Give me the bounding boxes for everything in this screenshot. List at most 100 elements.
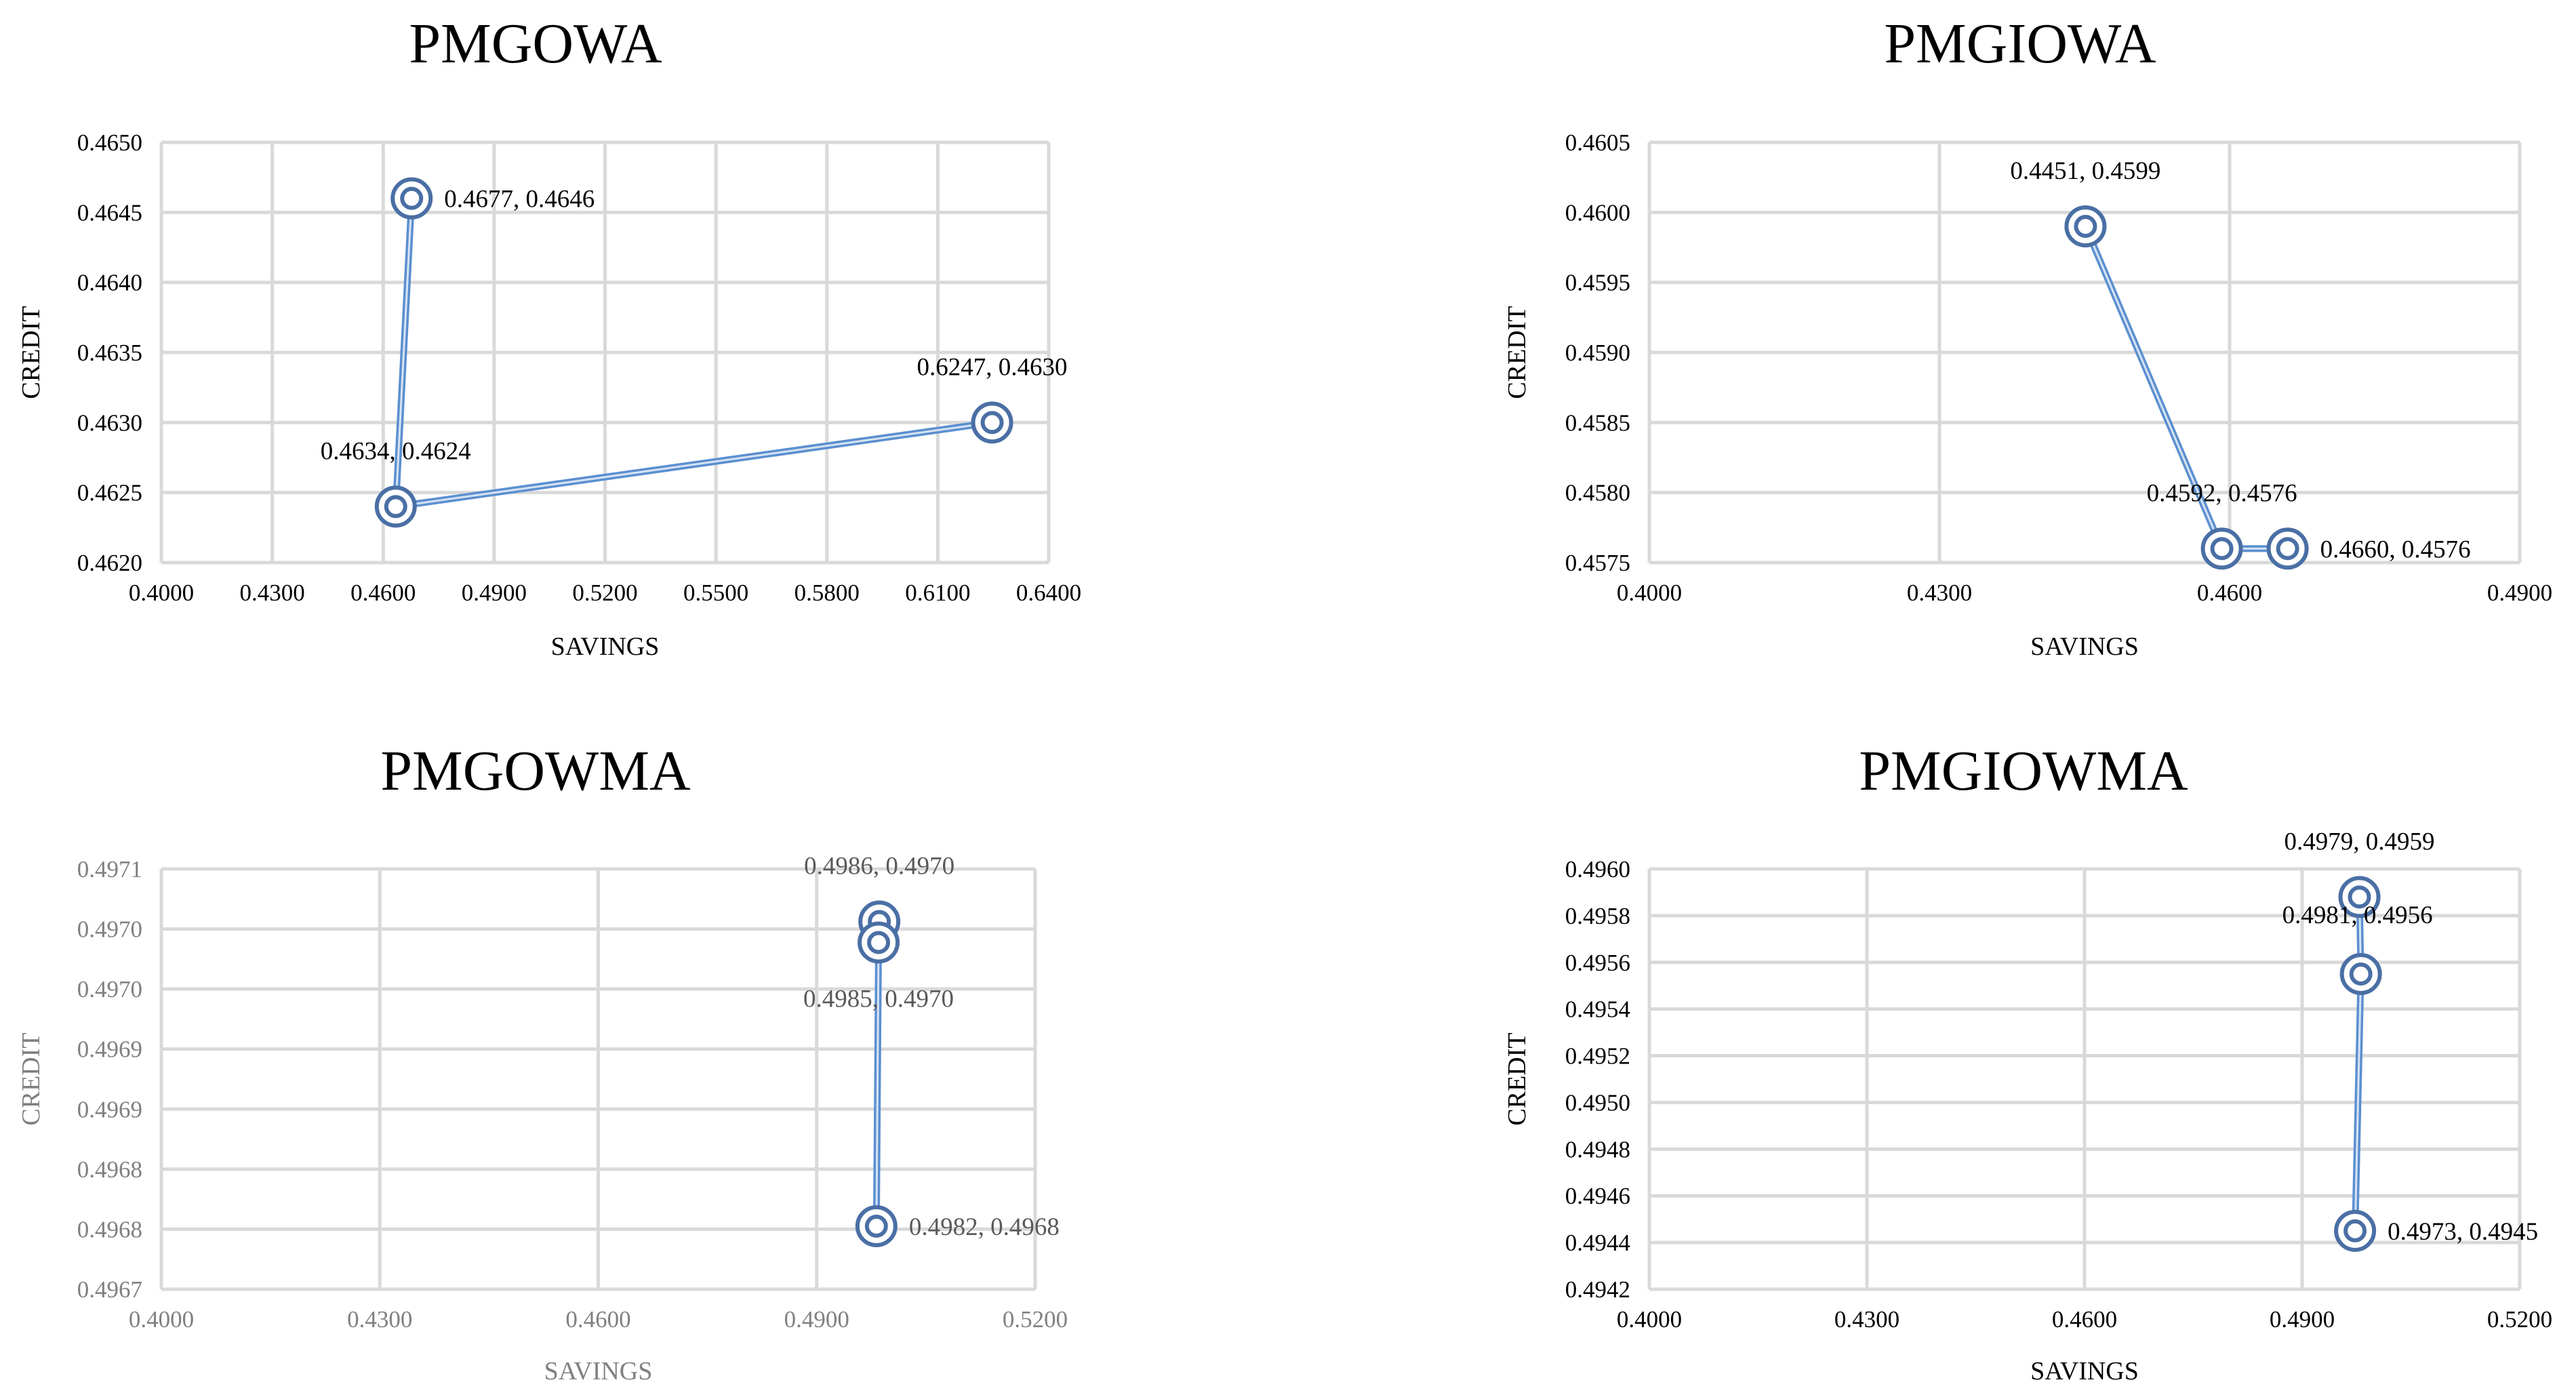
x-tick-label: 0.4300 (240, 580, 305, 606)
data-point (390, 177, 433, 220)
data-point (2200, 527, 2243, 570)
chart-pmgowa: 0.4000 0.4300 0.4600 0.4900 0.5200 0.5500 0.58… (17, 12, 1081, 661)
data-point (2064, 205, 2107, 247)
data-point (374, 485, 417, 528)
x-tick-label: 0.5200 (2487, 1306, 2552, 1333)
chart-title: PMGOWA (409, 12, 662, 75)
x-tick-label: 0.4600 (2197, 580, 2262, 606)
data-point (2266, 527, 2309, 570)
data-point-marker-inner (2349, 963, 2373, 986)
data-point-marker-inner (2074, 215, 2097, 238)
data-point-marker-inner (2348, 885, 2371, 909)
data-point-marker-inner (384, 495, 407, 519)
y-axis-label: CREDIT (17, 1032, 45, 1125)
data-point (855, 1205, 898, 1247)
data-point-marker-inner (2210, 537, 2234, 561)
x-axis-label: SAVINGS (2030, 1357, 2139, 1385)
data-point (2339, 953, 2382, 995)
data-label: 0.4677, 0.4646 (444, 186, 595, 214)
y-tick-label: 0.4645 (77, 199, 142, 226)
y-tick-label: 0.4575 (1565, 550, 1630, 576)
y-tick-label: 0.4967 (77, 1276, 142, 1303)
y-tick-label: 0.4635 (77, 340, 142, 366)
y-tick-label: 0.4948 (1565, 1136, 1630, 1162)
y-tick-label: 0.4605 (1565, 129, 1630, 156)
data-point-marker-inner (2343, 1219, 2367, 1242)
data-label: 0.4451, 0.4599 (2010, 157, 2160, 185)
y-tick-label: 0.4958 (1565, 903, 1630, 929)
data-label: 0.4986, 0.4970 (804, 853, 954, 880)
y-tick-label: 0.4954 (1565, 996, 1630, 1023)
x-axis-label: SAVINGS (551, 632, 660, 661)
y-tick-label: 0.4969 (77, 1036, 142, 1063)
x-tick-label: 0.4600 (565, 1306, 630, 1333)
y-tick-label: 0.4968 (77, 1156, 142, 1183)
data-label: 0.4981, 0.4956 (2282, 902, 2433, 929)
y-axis-label: CREDIT (1503, 306, 1531, 399)
data-point-marker-inner (864, 1215, 888, 1238)
data-point-marker-inner (2276, 537, 2299, 561)
y-tick-label: 0.4970 (77, 916, 142, 943)
y-tick-label: 0.4630 (77, 409, 142, 436)
y-axis-label: CREDIT (1503, 1032, 1531, 1125)
chart-pmgowma: 0.4000 0.4300 0.4600 0.4900 0.5200 0.4967 0.49… (17, 740, 1068, 1385)
y-tick-label: 0.4640 (77, 270, 142, 296)
x-tick-label: 0.6100 (905, 580, 970, 606)
y-tick-label: 0.4585 (1565, 409, 1630, 436)
x-axis-label: SAVINGS (544, 1357, 653, 1385)
y-tick-label: 0.4950 (1565, 1089, 1630, 1116)
x-tick-label: 0.4900 (462, 580, 527, 606)
data-label: 0.6247, 0.4630 (917, 353, 1068, 381)
data-label: 0.4634, 0.4624 (321, 437, 471, 465)
x-tick-label: 0.4900 (2270, 1306, 2335, 1333)
x-tick-label: 0.4900 (2487, 580, 2552, 606)
chart-title: PMGIOWMA (1859, 740, 2188, 803)
chart-pmgiowma: 0.4000 0.4300 0.4600 0.4900 0.5200 0.4942 0.49… (1503, 740, 2552, 1385)
x-tick-label: 0.4900 (784, 1306, 849, 1333)
data-point-marker-inner (980, 411, 1004, 434)
data-label: 0.4660, 0.4576 (2320, 535, 2471, 563)
chart-title: PMGIOWA (1884, 12, 2156, 75)
data-point-marker-inner (867, 931, 891, 954)
y-tick-label: 0.4595 (1565, 270, 1630, 296)
data-point-marker-inner (400, 186, 424, 210)
y-tick-label: 0.4944 (1565, 1230, 1630, 1256)
y-tick-label: 0.4620 (77, 550, 142, 576)
data-label: 0.4982, 0.4968 (909, 1213, 1060, 1241)
data-point (971, 401, 1013, 444)
x-tick-label: 0.4000 (1617, 580, 1682, 606)
x-tick-label: 0.4600 (2052, 1306, 2117, 1333)
y-tick-label: 0.4968 (77, 1216, 142, 1242)
y-tick-label: 0.4942 (1565, 1276, 1630, 1303)
y-tick-label: 0.4956 (1565, 950, 1630, 976)
x-tick-label: 0.4600 (350, 580, 416, 606)
y-tick-label: 0.4971 (77, 856, 142, 883)
y-tick-label: 0.4960 (1565, 856, 1630, 883)
x-tick-label: 0.6400 (1016, 580, 1081, 606)
chart-pmgiowa: 0.4000 0.4300 0.4600 0.4900 0.4575 0.4580 0.45… (1503, 12, 2552, 661)
chart-title: PMGOWMA (380, 740, 691, 803)
data-label: 0.4985, 0.4970 (803, 986, 954, 1013)
y-tick-label: 0.4590 (1565, 340, 1630, 366)
x-tick-label: 0.5200 (1003, 1306, 1068, 1333)
data-point (858, 921, 900, 964)
x-tick-label: 0.5200 (572, 580, 637, 606)
data-label: 0.4979, 0.4959 (2285, 828, 2435, 855)
y-tick-label: 0.4650 (77, 129, 142, 156)
x-tick-label: 0.5500 (683, 580, 748, 606)
x-tick-label: 0.4300 (1834, 1306, 1899, 1333)
data-label: 0.4973, 0.4945 (2388, 1218, 2538, 1246)
y-tick-label: 0.4969 (77, 1096, 142, 1122)
x-tick-label: 0.4000 (1617, 1306, 1682, 1333)
x-tick-label: 0.4300 (347, 1306, 412, 1333)
x-tick-label: 0.4300 (1907, 580, 1972, 606)
x-axis-label: SAVINGS (2030, 632, 2139, 661)
x-tick-label: 0.4000 (129, 580, 194, 606)
x-tick-label: 0.5800 (794, 580, 860, 606)
y-axis-label: CREDIT (17, 306, 45, 399)
y-tick-label: 0.4970 (77, 976, 142, 1003)
y-tick-label: 0.4952 (1565, 1043, 1630, 1070)
y-tick-label: 0.4580 (1565, 480, 1630, 506)
data-point (2334, 1209, 2377, 1252)
